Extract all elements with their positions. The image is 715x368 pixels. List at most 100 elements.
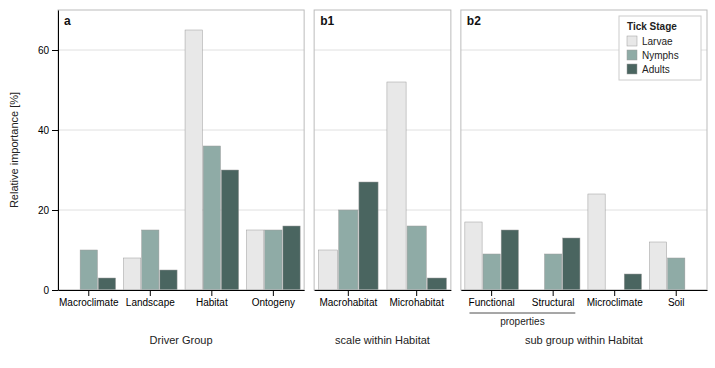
bar <box>483 254 500 290</box>
bar <box>319 250 338 290</box>
axis-line <box>315 290 452 291</box>
tick-mark <box>52 50 58 51</box>
bar <box>160 270 177 290</box>
panel-label: a <box>64 14 71 28</box>
y-tick: 0 <box>43 285 58 296</box>
bar <box>221 170 238 290</box>
legend-title: Tick Stage <box>627 21 677 32</box>
tick-mark <box>211 290 212 296</box>
bar <box>142 230 159 290</box>
grid-line <box>314 130 451 131</box>
x-tick: Landscape <box>126 290 175 308</box>
x-tick: Habitat <box>196 290 228 308</box>
legend-swatch <box>627 64 637 74</box>
y-tick: 40 <box>38 125 58 136</box>
y-tick-label: 20 <box>38 205 50 216</box>
tick-mark <box>273 290 274 296</box>
bar <box>545 254 562 290</box>
x-tick-label: Functional <box>469 297 515 308</box>
y-tick: 20 <box>38 205 58 216</box>
grid-line <box>58 50 304 51</box>
bar <box>588 194 605 290</box>
legend-swatch <box>627 50 637 60</box>
panel-label: b2 <box>467 14 481 28</box>
bar <box>98 278 115 290</box>
x-tick: Macroclimate <box>59 290 119 308</box>
x-axis: Functional Structural Microclimate Soil <box>461 290 707 308</box>
tick-mark <box>150 290 151 296</box>
bar <box>80 250 97 290</box>
x-tick-label: Microclimate <box>587 297 644 308</box>
x-tick-label: Soil <box>668 297 685 308</box>
axis-line <box>59 290 305 291</box>
panel: Macroclimate Landscape Habitat Ontogeny 0 20 4… <box>8 10 305 346</box>
bar <box>203 146 220 290</box>
x-tick: Microclimate <box>587 290 644 308</box>
x-tick: Structural <box>532 290 575 308</box>
tick-mark <box>88 290 89 296</box>
tick-mark <box>491 290 492 296</box>
bar <box>668 258 685 290</box>
x-tick: Macrohabitat <box>319 290 377 308</box>
tick-mark <box>676 290 677 296</box>
legend-swatch <box>627 36 637 46</box>
y-tick-label: 60 <box>38 45 50 56</box>
bar <box>407 226 426 290</box>
x-axis-title: scale within Habitat <box>335 334 430 346</box>
x-tick: Microhabitat <box>389 290 444 308</box>
bar <box>247 230 264 290</box>
panel-label: b1 <box>320 14 334 28</box>
grid-line <box>461 210 707 211</box>
grid <box>314 50 451 290</box>
bar <box>185 30 202 290</box>
x-tick: Functional <box>469 290 515 308</box>
bar <box>339 210 358 290</box>
grid-line <box>58 210 304 211</box>
plot-frame <box>58 10 304 290</box>
y-axis-title: Relative importance [%] <box>8 92 20 208</box>
grid <box>58 50 304 290</box>
chart-canvas: Macroclimate Landscape Habitat Ontogeny 0 20 4… <box>0 0 715 368</box>
grid-line <box>58 130 304 131</box>
tick-mark <box>416 290 417 296</box>
tick-mark <box>348 290 349 296</box>
panel: FunctionalStructuralMicroclimateSoilsub … <box>461 10 708 346</box>
tick-mark <box>52 130 58 131</box>
bar <box>563 238 580 290</box>
bar <box>501 230 518 290</box>
x-tick-label: Microhabitat <box>389 297 444 308</box>
annotation: properties <box>500 316 544 327</box>
x-tick-label: Habitat <box>196 297 228 308</box>
bar <box>283 226 300 290</box>
panel: Macrohabitat Microhabitat scale within Hab… <box>314 10 451 346</box>
bar <box>465 222 482 290</box>
tick-mark <box>52 210 58 211</box>
bar <box>387 82 406 290</box>
annotation-underline <box>469 313 575 314</box>
y-axis: 0 20 40 60 <box>38 11 59 296</box>
grid-line <box>314 50 451 51</box>
x-axis: Macrohabitat Microhabitat <box>315 290 452 308</box>
x-tick: Ontogeny <box>252 290 295 308</box>
legend-label: Adults <box>642 64 670 75</box>
axis-line <box>461 290 707 291</box>
x-tick-label: Macrohabitat <box>319 297 377 308</box>
x-tick-label: Ontogeny <box>252 297 295 308</box>
grid-line <box>461 130 707 131</box>
bars <box>319 82 447 290</box>
legend-label: Larvae <box>642 36 673 47</box>
x-tick: Soil <box>668 290 685 308</box>
grid <box>461 50 707 290</box>
bar <box>265 230 282 290</box>
bars <box>80 30 300 290</box>
bar <box>427 278 446 290</box>
x-tick-label: Landscape <box>126 297 175 308</box>
x-axis: Macroclimate Landscape Habitat Ontogeny <box>59 290 305 308</box>
tick-mark <box>614 290 615 296</box>
legend-box <box>619 16 701 80</box>
bars <box>465 194 685 290</box>
bar <box>624 274 641 290</box>
legend-label: Nymphs <box>642 50 679 61</box>
y-tick-label: 40 <box>38 125 50 136</box>
tick-mark <box>553 290 554 296</box>
